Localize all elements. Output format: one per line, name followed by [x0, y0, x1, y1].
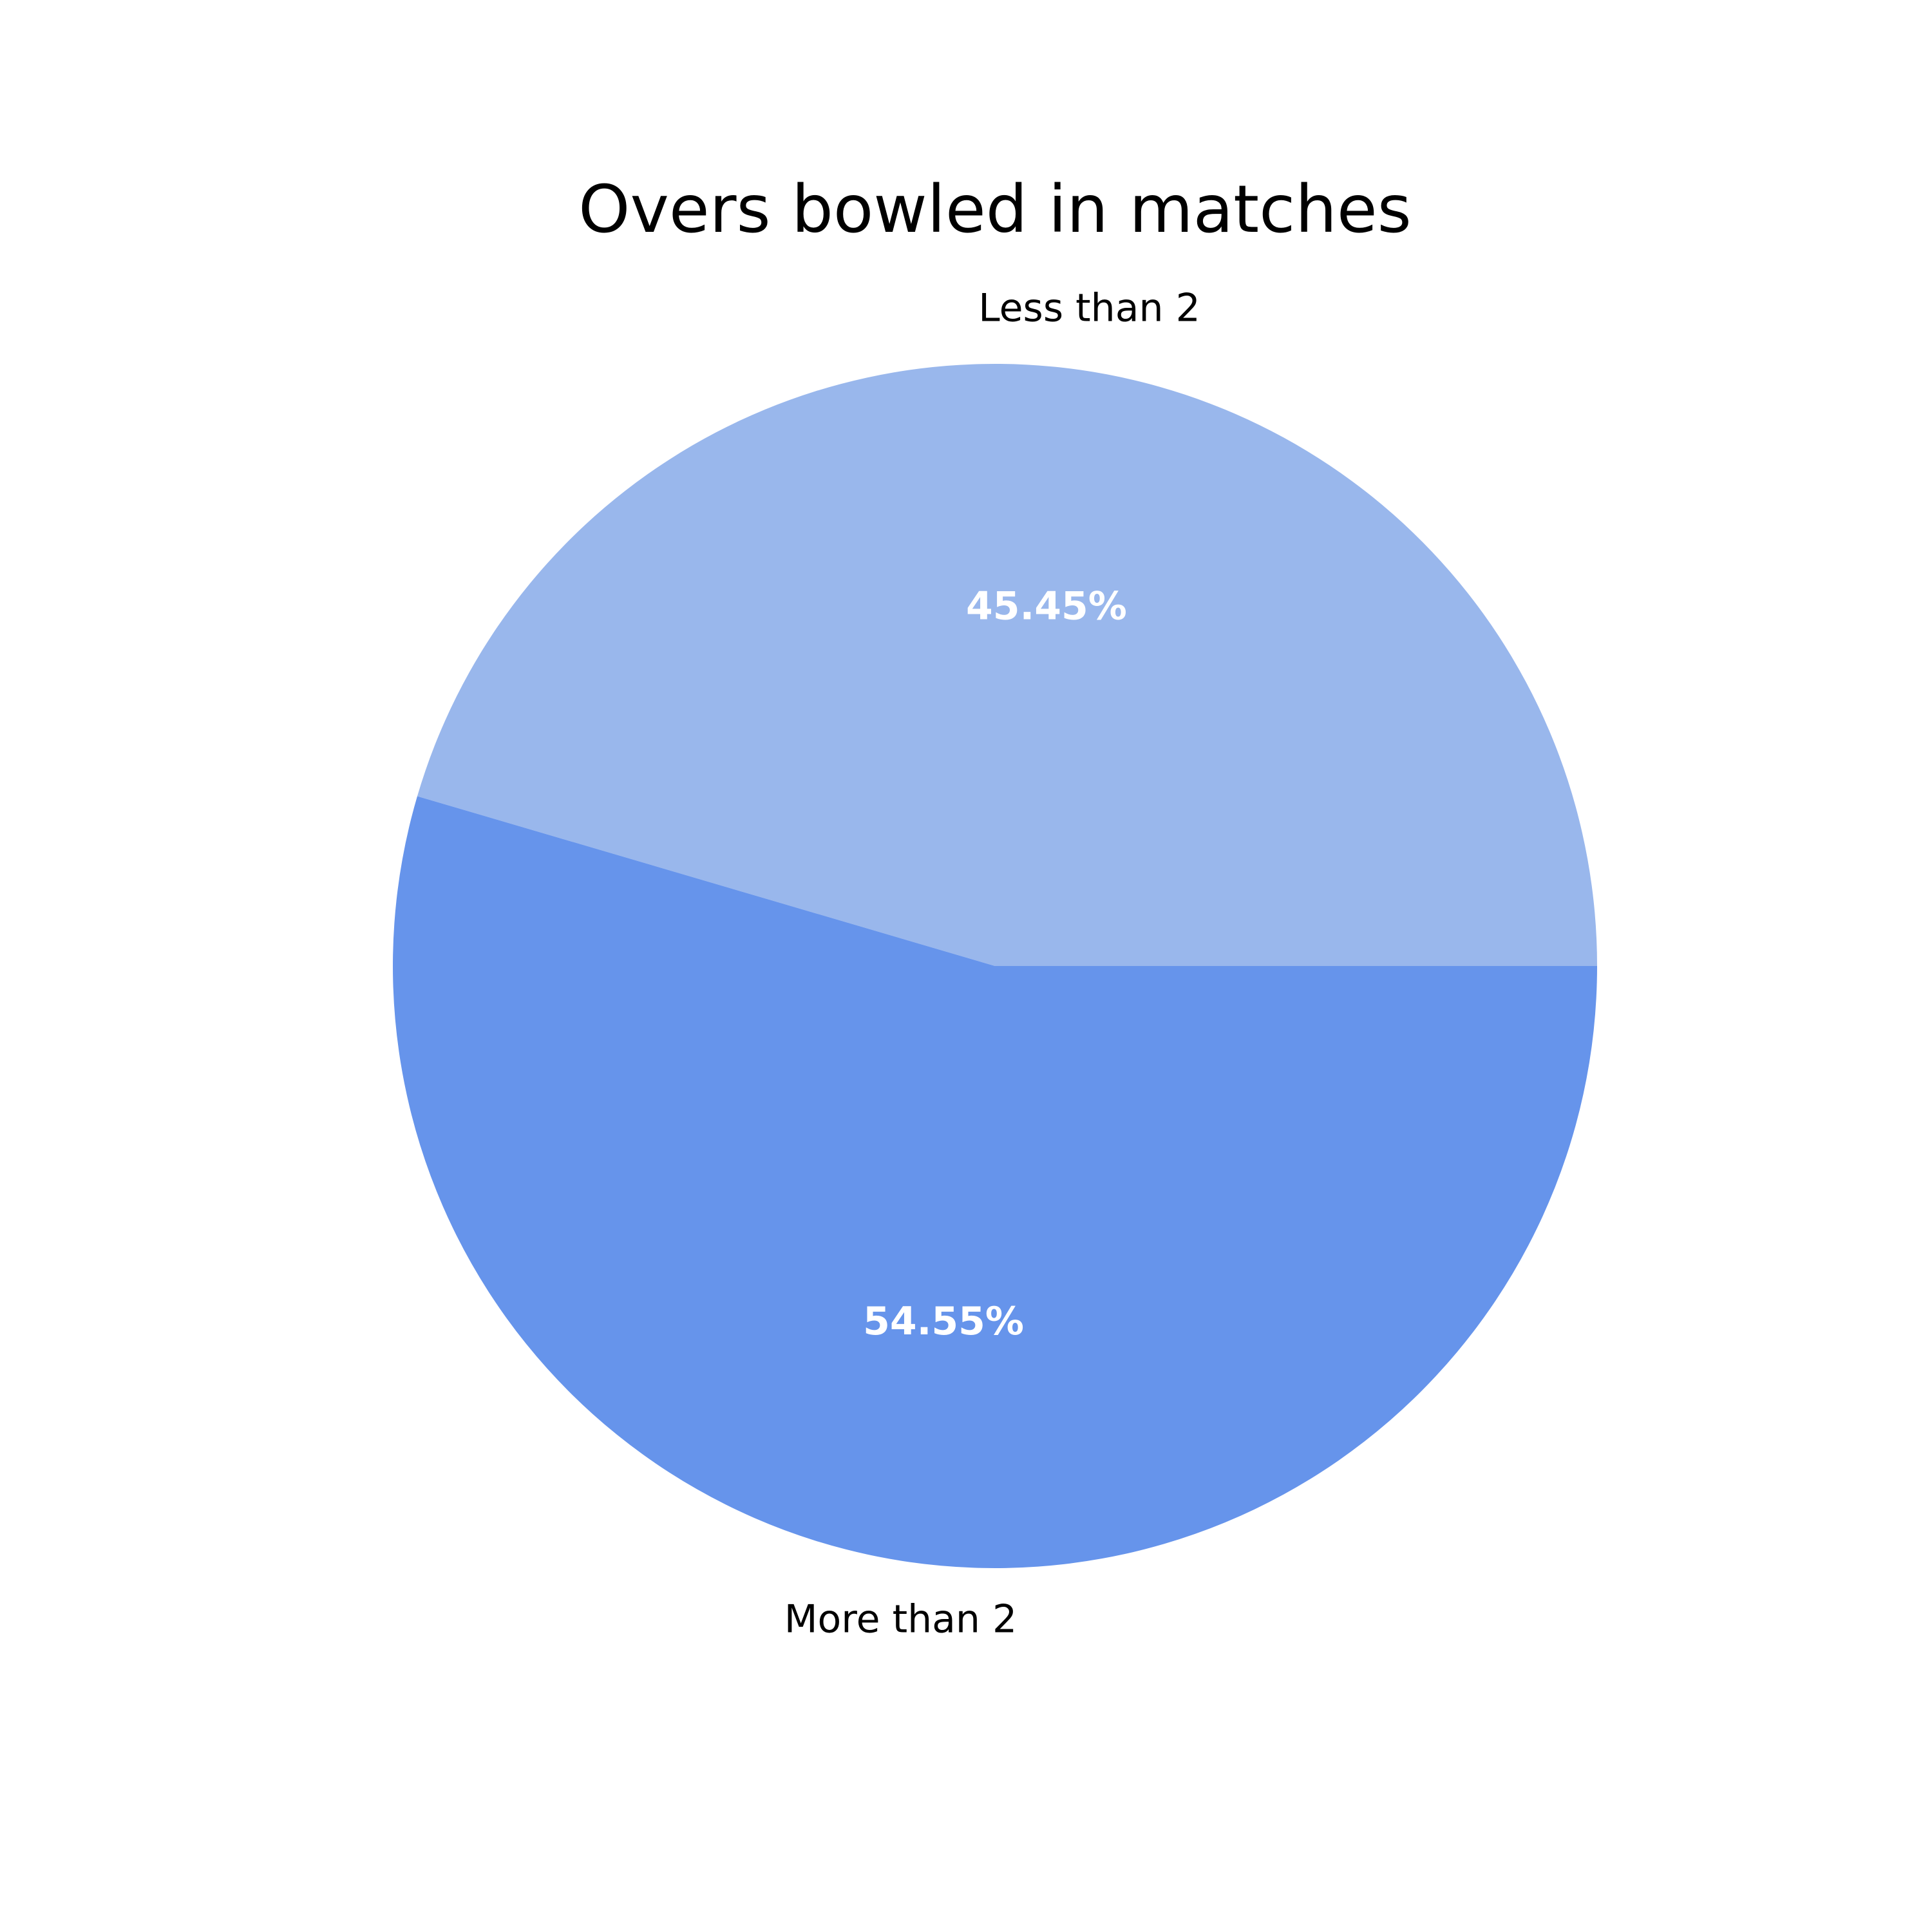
slice-percent-label-2: 54.55%	[863, 1299, 1024, 1344]
slice-label-1: Less than 2	[978, 286, 1200, 331]
pie-slices	[393, 363, 1598, 1568]
chart-title: Overs bowled in matches	[578, 171, 1412, 248]
slice-label-2: More than 2	[784, 1597, 1017, 1642]
pie-slice-2	[393, 796, 1598, 1568]
pie-labels: Less than 2 45.45% More than 2 54.55%	[784, 286, 1200, 1642]
slice-percent-label-1: 45.45%	[966, 583, 1127, 629]
pie-slice-1	[417, 363, 1597, 966]
